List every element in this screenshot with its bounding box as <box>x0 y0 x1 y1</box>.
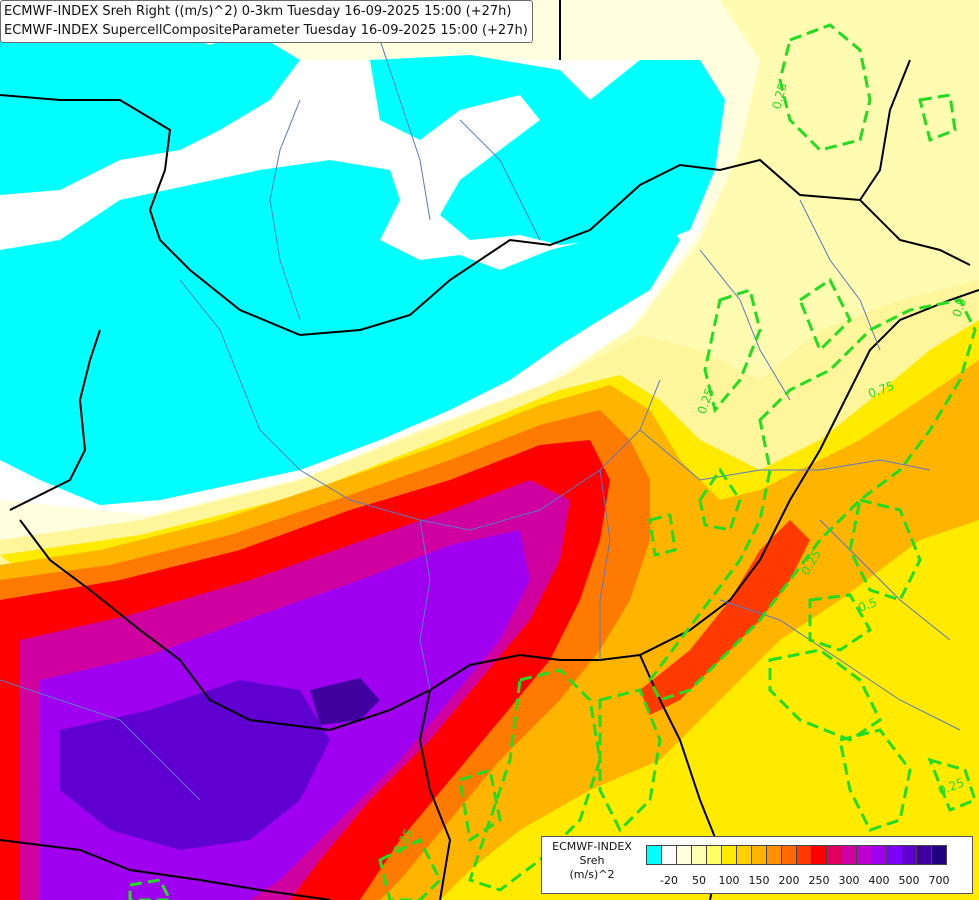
legend-swatches <box>646 845 947 865</box>
legend-swatch <box>826 845 842 865</box>
legend-tick-label: -20 <box>660 874 678 887</box>
legend-swatch <box>901 845 917 865</box>
legend-tick-label: 500 <box>898 874 920 887</box>
legend-swatch <box>766 845 782 865</box>
legend-tick-label: 300 <box>838 874 860 887</box>
field-cyan-northeast <box>370 55 725 250</box>
legend-ticks: -20 50 100 150 200 250 300 400 500 700 <box>646 874 966 888</box>
title-line-sreh: ECMWF-INDEX Sreh Right ((m/s)^2) 0-3km T… <box>4 4 512 19</box>
legend-title-line: ECMWF-INDEX <box>552 840 632 853</box>
legend-tick-label: 100 <box>718 874 740 887</box>
title-line-scp: ECMWF-INDEX SupercellCompositeParameter … <box>4 23 528 38</box>
legend-swatch <box>856 845 872 865</box>
legend-swatch <box>841 845 857 865</box>
legend-swatch <box>751 845 767 865</box>
legend-tick-label: 50 <box>692 874 706 887</box>
legend-swatch <box>811 845 827 865</box>
legend-tick-label: 200 <box>778 874 800 887</box>
legend-swatch <box>781 845 797 865</box>
legend-tick-label: 150 <box>748 874 770 887</box>
legend-swatch <box>931 845 947 865</box>
legend-swatch <box>736 845 752 865</box>
legend-swatch <box>646 845 662 865</box>
scp-contours <box>128 23 977 900</box>
legend-swatch <box>796 845 812 865</box>
legend-title-line: Sreh <box>579 854 605 867</box>
field-deep-violet <box>310 678 380 725</box>
legend-swatch <box>916 845 932 865</box>
contour-label: 0.5 <box>856 595 879 615</box>
legend-swatch <box>691 845 707 865</box>
legend-tick-label: 400 <box>868 874 890 887</box>
legend-swatch <box>871 845 887 865</box>
legend-title-line: (m/s)^2 <box>569 868 615 881</box>
legend-title: ECMWF-INDEX Sreh (m/s)^2 <box>544 840 640 882</box>
contour-label: 0.25 <box>769 81 789 110</box>
field-cyan-north <box>0 25 300 195</box>
color-legend: ECMWF-INDEX Sreh (m/s)^2 -20 50 100 150 200 2… <box>541 836 973 894</box>
legend-swatch <box>886 845 902 865</box>
field-ridge <box>640 520 810 715</box>
legend-tick-label: 250 <box>808 874 830 887</box>
legend-tick-label: 700 <box>928 874 950 887</box>
map-title: ECMWF-INDEX Sreh Right ((m/s)^2) 0-3km T… <box>0 0 533 43</box>
contour-label: 0.5 <box>950 296 970 319</box>
legend-swatch <box>661 845 677 865</box>
legend-swatch <box>721 845 737 865</box>
legend-swatch <box>676 845 692 865</box>
legend-swatch <box>706 845 722 865</box>
rivers <box>0 39 961 801</box>
